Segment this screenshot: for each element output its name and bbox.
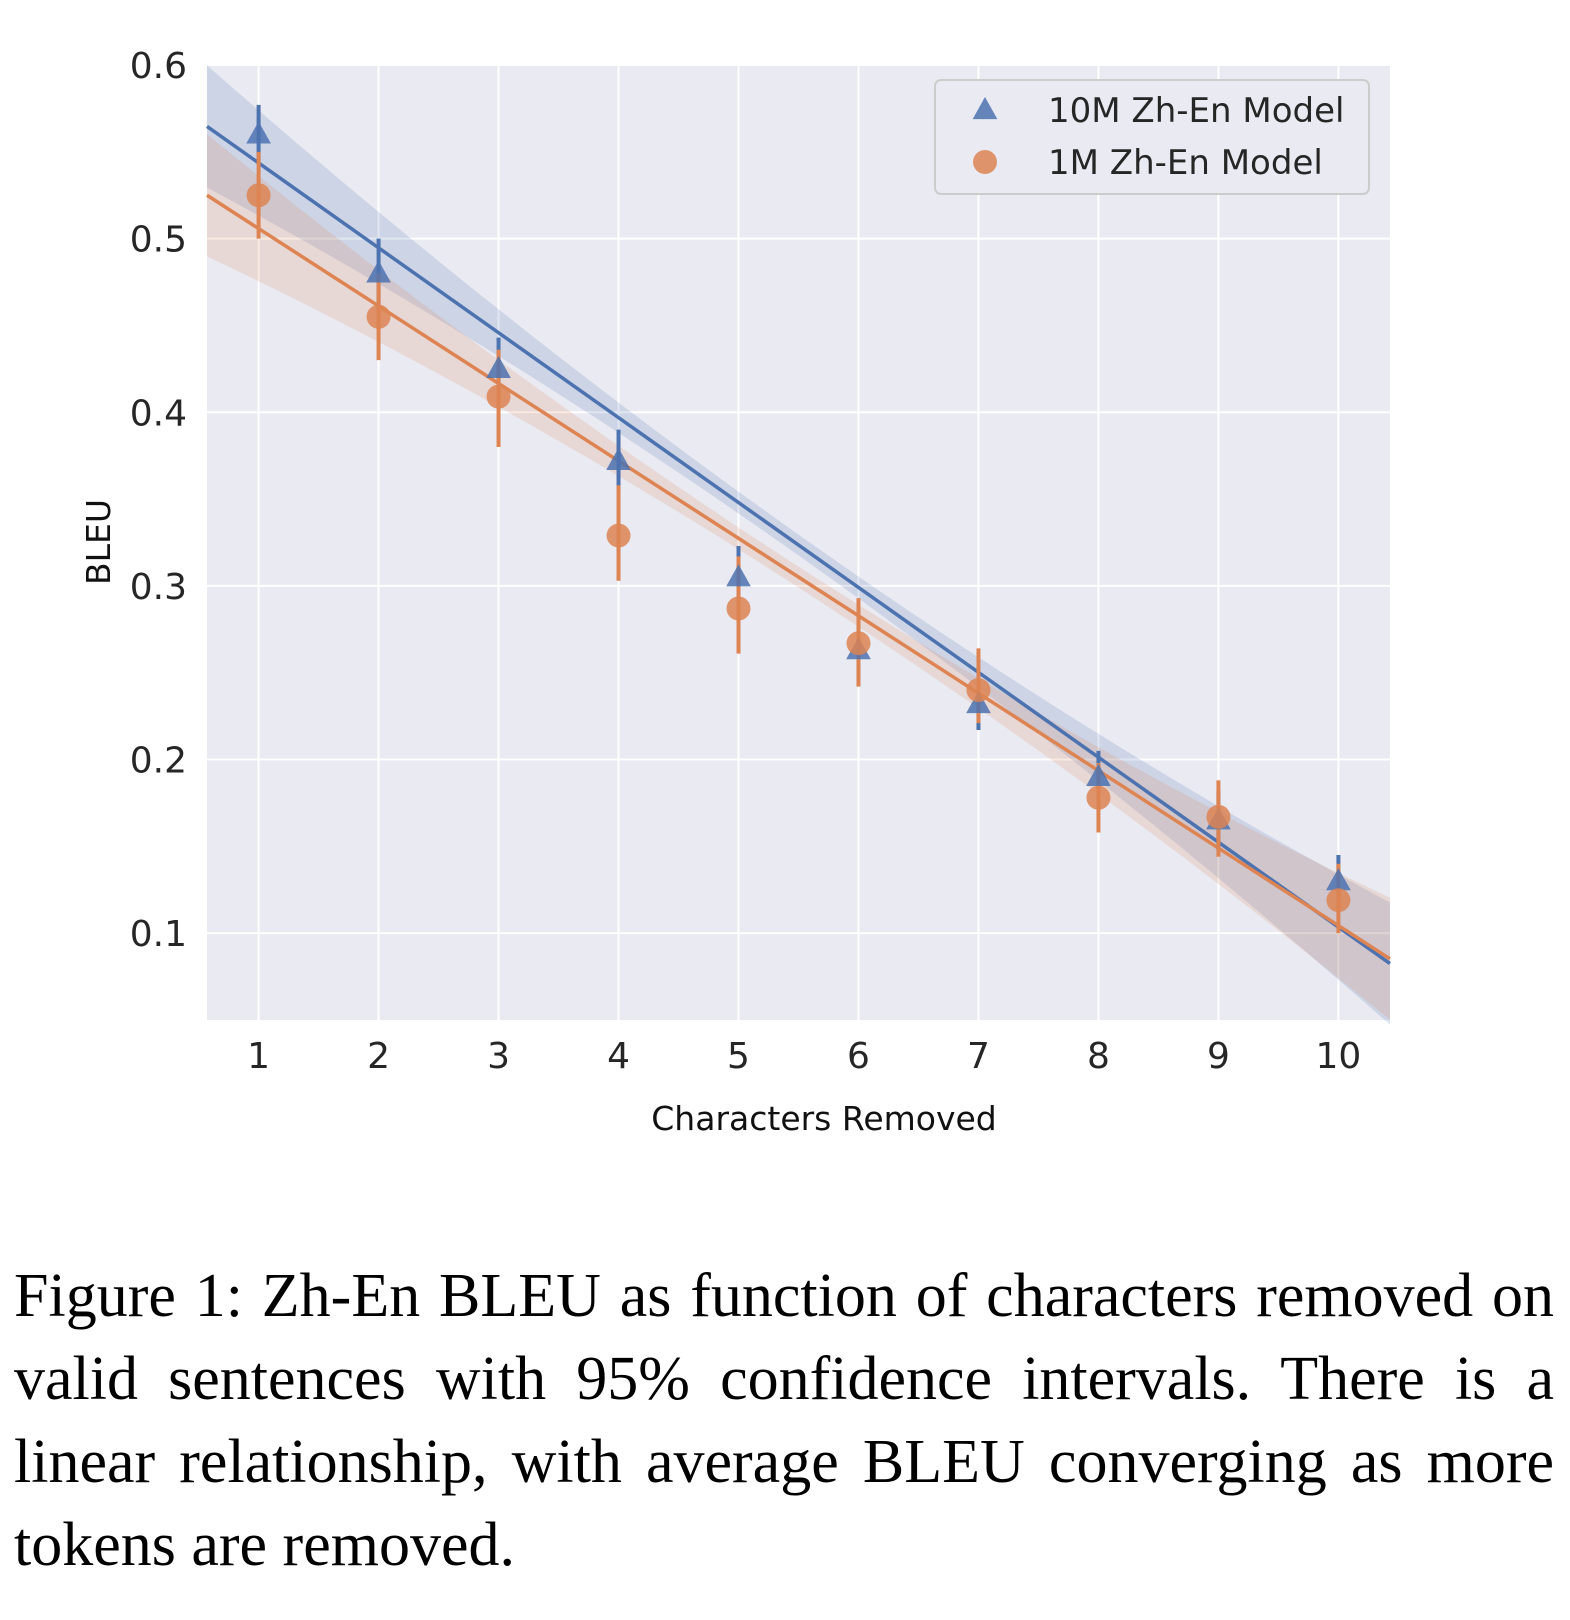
data-point-triangle bbox=[1086, 763, 1111, 787]
regression-line bbox=[206, 193, 1391, 961]
x-tick-label: 6 bbox=[847, 1036, 870, 1077]
data-point-circle bbox=[1086, 785, 1111, 810]
data-point-circle bbox=[366, 304, 391, 329]
data-point-triangle bbox=[486, 355, 511, 378]
data-point-triangle bbox=[366, 260, 391, 283]
bleu-chart: 0.1 0.2 0.3 0.4 0.5 0.6 1 2 3 4 5 6 7 8 9 10 Character… bbox=[79, 46, 1392, 1138]
data-point-triangle bbox=[1326, 868, 1351, 891]
regression-line bbox=[205, 124, 1392, 966]
y-tick-label: 0.1 bbox=[130, 914, 187, 955]
legend-entry-label: 10M Zh-En Model bbox=[1048, 91, 1344, 131]
caption-bleu-1: BLEU bbox=[439, 1262, 601, 1330]
y-tick-label: 0.2 bbox=[130, 741, 187, 782]
x-tick-label: 1 bbox=[247, 1036, 270, 1077]
data-point-circle bbox=[966, 678, 991, 703]
caption-label: Figure 1: bbox=[14, 1262, 243, 1330]
data-point-triangle bbox=[246, 121, 271, 144]
data-points bbox=[246, 121, 1351, 913]
x-tick-labels: 1 2 3 4 5 6 7 8 9 10 bbox=[247, 1036, 1361, 1077]
x-tick-label: 7 bbox=[967, 1036, 990, 1077]
x-tick-label: 8 bbox=[1087, 1036, 1110, 1077]
y-tick-label: 0.5 bbox=[130, 220, 187, 261]
x-tick-label: 3 bbox=[487, 1036, 510, 1077]
x-tick-label: 9 bbox=[1207, 1036, 1230, 1077]
legend-marker-circle bbox=[973, 150, 997, 174]
figure-caption: Figure 1: Zh-En BLEU as function of char… bbox=[14, 1255, 1554, 1587]
y-tick-label: 0.6 bbox=[130, 46, 187, 87]
caption-text-1: Zh-En bbox=[261, 1262, 421, 1330]
plot-area bbox=[207, 65, 1390, 1020]
caption-text-2: as function of characters removed on val… bbox=[14, 1262, 1555, 1496]
legend-entry-label: 1M Zh-En Model bbox=[1048, 143, 1323, 183]
data-point-circle bbox=[1206, 804, 1231, 829]
x-tick-label: 10 bbox=[1316, 1036, 1362, 1077]
caption-text-3: converging as more tokens are removed. bbox=[14, 1428, 1555, 1579]
y-tick-labels: 0.1 0.2 0.3 0.4 0.5 0.6 bbox=[130, 46, 187, 955]
legend: 10M Zh-En Model 1M Zh-En Model bbox=[934, 79, 1370, 195]
data-point-circle bbox=[486, 384, 511, 409]
x-tick-label: 5 bbox=[727, 1036, 750, 1077]
y-axis-label: BLEU bbox=[79, 499, 118, 585]
x-tick-label: 2 bbox=[367, 1036, 390, 1077]
x-tick-label: 4 bbox=[607, 1036, 630, 1077]
y-tick-label: 0.3 bbox=[130, 567, 187, 608]
caption-bleu-2: BLEU bbox=[862, 1428, 1025, 1496]
data-point-circle bbox=[606, 523, 631, 548]
data-point-circle bbox=[846, 631, 871, 656]
data-point-circle bbox=[1326, 888, 1351, 913]
data-point-circle bbox=[726, 596, 751, 621]
legend-marker-triangle bbox=[972, 97, 998, 120]
data-point-triangle bbox=[606, 447, 631, 470]
y-tick-label: 0.4 bbox=[130, 393, 187, 434]
data-point-triangle bbox=[726, 564, 751, 587]
legend-box bbox=[934, 79, 1370, 195]
regression-lines bbox=[205, 124, 1392, 966]
x-axis-label: Characters Removed bbox=[651, 1099, 996, 1138]
data-point-circle bbox=[246, 183, 271, 208]
